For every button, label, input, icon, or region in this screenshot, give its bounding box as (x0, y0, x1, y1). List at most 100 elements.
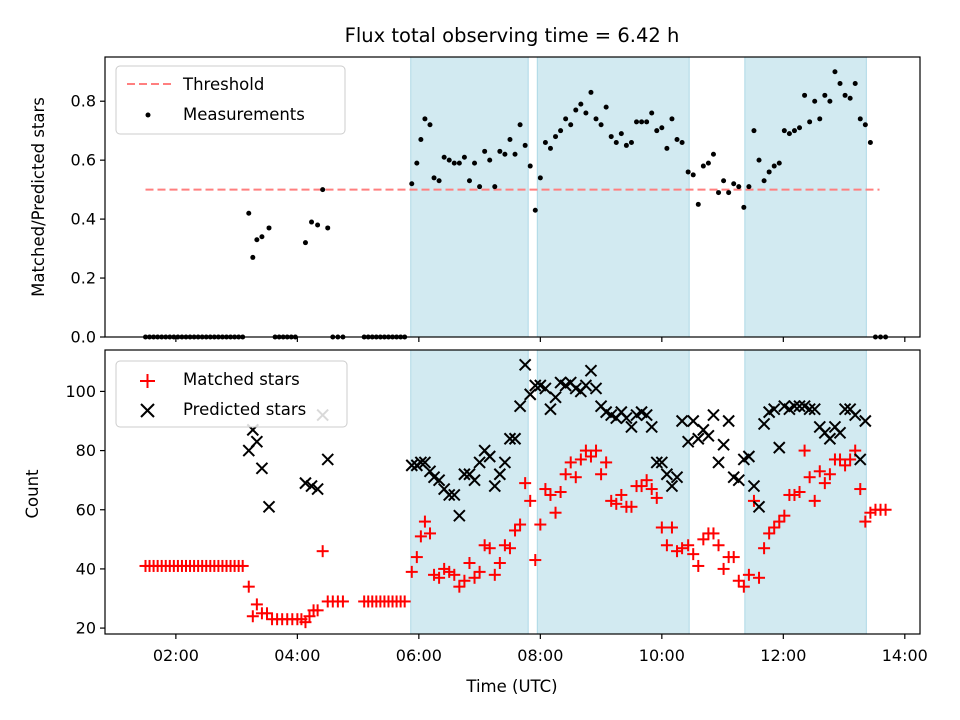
top-panel: 0.00.20.40.60.8 Matched/Predicted stars … (29, 56, 921, 347)
predicted-star-point (488, 479, 501, 493)
measurement-point (781, 128, 787, 134)
measurement-point (593, 116, 599, 122)
measurement-point (639, 119, 645, 125)
predicted-star-point (620, 411, 633, 425)
measurement-point (427, 122, 433, 128)
top-ylabel: Matched/Predicted stars (29, 97, 48, 297)
matched-star-point (246, 610, 259, 623)
matched-star-point (645, 483, 658, 496)
measurement-point (736, 184, 742, 190)
matched-stars-series (139, 444, 892, 629)
matched-star-point (423, 527, 436, 540)
y-tick-label: 0.6 (71, 151, 96, 170)
matched-star-point (539, 483, 552, 496)
measurements-legend-marker (145, 112, 151, 118)
predicted-star-point (732, 473, 745, 487)
matched-legend-marker (140, 374, 155, 388)
predicted-star-point (513, 400, 527, 413)
bottom-ylabel: Count (23, 469, 42, 519)
matched-star-point (574, 453, 587, 466)
measurement-point (418, 137, 424, 143)
measurement-point (507, 137, 513, 143)
measurement-point (786, 131, 792, 137)
measurement-point (254, 237, 260, 243)
matched-star-point (839, 459, 852, 472)
predicted-star-point (687, 414, 700, 428)
predicted-star-point (311, 482, 324, 496)
measurement-point (669, 116, 675, 122)
predicted-legend-marker (140, 403, 155, 418)
measurement-point (837, 81, 843, 87)
predicted-star-point (692, 432, 705, 445)
matched-star-point (458, 574, 471, 587)
predicted-star-point (544, 402, 557, 416)
predicted-star-point (579, 379, 593, 392)
matched-star-point (534, 518, 547, 531)
matched-star-point (595, 468, 608, 481)
matched-star-point (236, 559, 249, 572)
measurement-point (716, 190, 722, 196)
matched-star-point (798, 444, 811, 457)
matched-star-point (559, 468, 572, 481)
measurement-point (446, 157, 452, 163)
bottom-legend-box (115, 360, 348, 428)
measurement-point (751, 128, 757, 134)
measurement-point (766, 169, 772, 175)
matched-star-point (509, 524, 522, 537)
predicted-star-point (675, 414, 689, 428)
predicted-star-point (584, 364, 598, 377)
matched-star-point (763, 527, 776, 540)
x-axis-label: Time (UTC) (465, 677, 557, 696)
predicted-stars-series (242, 358, 872, 522)
measurement-point (246, 210, 252, 216)
predicted-star-point (702, 429, 715, 442)
predicted-legend-label: Predicted stars (183, 400, 306, 419)
predicted-star-point (655, 456, 669, 469)
matched-star-point (463, 557, 476, 569)
matched-star-point (682, 539, 695, 552)
predicted-star-point (468, 473, 481, 487)
measurement-point (502, 151, 508, 157)
matched-star-point (242, 580, 255, 593)
matched-star-point (732, 574, 745, 587)
predicted-star-point (473, 456, 486, 469)
predicted-star-point (808, 402, 821, 416)
measurement-point (862, 122, 868, 128)
predicted-star-point (670, 471, 684, 484)
predicted-star-point (250, 435, 264, 448)
predicted-star-point (768, 402, 781, 416)
shaded-interval (744, 56, 867, 338)
y-tick-label: 20 (76, 619, 96, 638)
predicted-star-point (742, 450, 756, 463)
top-shaded-intervals (410, 56, 867, 338)
matched-star-point (640, 474, 653, 487)
measurement-point (603, 104, 609, 110)
measurement-point (492, 184, 498, 190)
x-tick-label: 10:00 (639, 646, 685, 665)
predicted-star-point (432, 473, 446, 487)
measurement-point (598, 122, 604, 128)
measurements-series (142, 69, 889, 340)
predicted-star-point (650, 456, 663, 469)
measurement-point (679, 139, 685, 145)
measurement-point (791, 128, 797, 134)
shaded-interval (536, 56, 690, 338)
predicted-star-point (443, 488, 456, 502)
measurement-point (842, 92, 848, 98)
predicted-star-point (458, 468, 471, 481)
matched-star-point (418, 515, 431, 528)
predicted-star-point (681, 435, 695, 448)
measurement-point (761, 178, 767, 184)
predicted-star-point (747, 479, 761, 493)
measurement-point (563, 116, 569, 122)
predicted-star-point (518, 358, 532, 371)
matched-star-point (844, 453, 857, 466)
matched-star-point (768, 521, 781, 534)
measurement-point (456, 160, 462, 166)
measurement-point (532, 207, 538, 213)
y-tick-label: 40 (76, 559, 96, 578)
matched-star-point (727, 551, 740, 564)
y-tick-label: 0.4 (71, 210, 96, 229)
matched-star-point (493, 557, 506, 569)
y-tick-label: 60 (76, 500, 96, 519)
